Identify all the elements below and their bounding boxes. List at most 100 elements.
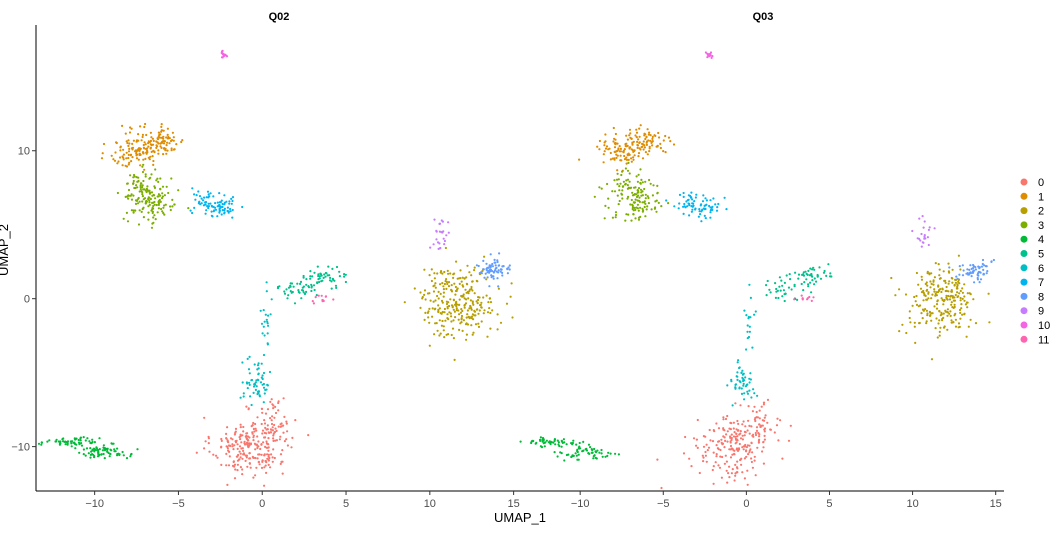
point-cluster-2 [489, 327, 492, 330]
point-cluster-5 [807, 283, 810, 286]
point-cluster-5 [783, 299, 786, 303]
point-cluster-6 [261, 374, 264, 377]
point-cluster-0 [731, 468, 734, 471]
point-cluster-1 [122, 153, 125, 156]
point-cluster-5 [801, 273, 804, 276]
point-cluster-0 [264, 412, 268, 415]
point-cluster-3 [627, 213, 630, 216]
point-cluster-1 [644, 151, 648, 154]
point-cluster-2 [441, 272, 444, 275]
point-cluster-3 [152, 216, 155, 219]
point-cluster-6 [263, 320, 266, 323]
point-cluster-8 [491, 265, 494, 268]
point-cluster-2 [439, 332, 442, 335]
point-cluster-4 [540, 446, 544, 449]
point-cluster-6 [736, 371, 739, 374]
point-cluster-8 [475, 264, 478, 267]
point-cluster-2 [925, 322, 928, 325]
point-cluster-4 [587, 443, 591, 446]
point-cluster-0 [751, 466, 755, 469]
point-cluster-7 [702, 194, 705, 197]
point-cluster-10 [225, 55, 229, 58]
point-cluster-0 [236, 455, 239, 458]
point-cluster-9 [923, 234, 926, 237]
point-cluster-2 [950, 303, 953, 306]
point-cluster-4 [574, 452, 577, 455]
point-cluster-2 [935, 303, 939, 306]
point-cluster-0 [235, 439, 238, 442]
point-cluster-0 [741, 423, 744, 426]
point-cluster-2 [957, 254, 961, 257]
point-cluster-2 [446, 282, 449, 286]
point-cluster-2 [431, 307, 434, 310]
point-cluster-8 [498, 252, 501, 255]
point-cluster-2 [440, 324, 443, 327]
point-cluster-0 [261, 432, 264, 435]
point-cluster-6 [747, 335, 751, 339]
point-cluster-2 [941, 298, 944, 302]
point-cluster-2 [950, 321, 953, 324]
point-cluster-2 [443, 307, 446, 311]
point-cluster-1 [615, 150, 618, 153]
point-cluster-5 [289, 290, 292, 293]
point-cluster-4 [557, 443, 560, 446]
point-cluster-2 [894, 294, 897, 297]
point-cluster-1 [102, 142, 106, 146]
point-cluster-4 [125, 457, 129, 460]
point-cluster-5 [810, 272, 813, 276]
point-cluster-2 [509, 295, 512, 298]
point-cluster-7 [715, 209, 719, 212]
point-cluster-2 [470, 308, 473, 311]
point-cluster-2 [919, 287, 923, 290]
point-cluster-2 [958, 325, 961, 328]
point-cluster-3 [640, 194, 643, 197]
point-cluster-7 [695, 193, 698, 196]
point-cluster-7 [705, 203, 708, 206]
point-cluster-1 [602, 153, 605, 156]
point-cluster-6 [256, 378, 259, 381]
point-cluster-2 [929, 286, 932, 289]
point-cluster-2 [479, 303, 482, 306]
point-cluster-2 [961, 291, 965, 294]
point-cluster-2 [940, 297, 943, 300]
point-cluster-1 [112, 158, 115, 161]
point-cluster-3 [639, 206, 642, 209]
point-cluster-2 [924, 294, 927, 297]
point-cluster-4 [588, 452, 591, 455]
point-cluster-5 [301, 286, 304, 289]
point-cluster-0 [742, 448, 745, 451]
point-cluster-0 [726, 481, 729, 484]
point-cluster-2 [461, 276, 464, 279]
point-cluster-0 [781, 457, 784, 460]
point-cluster-2 [452, 337, 455, 340]
point-cluster-1 [152, 159, 155, 163]
point-cluster-2 [510, 282, 513, 285]
point-cluster-0 [728, 448, 731, 451]
point-cluster-0 [283, 440, 286, 443]
point-cluster-0 [291, 436, 294, 439]
point-cluster-0 [275, 429, 278, 432]
point-cluster-3 [637, 187, 641, 190]
point-cluster-7 [214, 208, 218, 211]
point-cluster-2 [926, 312, 929, 315]
point-cluster-2 [466, 313, 469, 316]
point-cluster-1 [129, 126, 132, 129]
point-cluster-3 [138, 190, 141, 193]
point-cluster-0 [254, 422, 257, 426]
point-cluster-7 [716, 206, 719, 209]
point-cluster-1 [645, 143, 649, 146]
point-cluster-3 [159, 200, 162, 203]
point-cluster-3 [157, 199, 161, 203]
point-cluster-6 [241, 361, 244, 364]
point-cluster-5 [299, 280, 303, 283]
point-cluster-4 [91, 440, 94, 444]
legend-key-4 [1020, 235, 1028, 243]
point-cluster-3 [607, 197, 610, 200]
x-tick-label: −10 [571, 498, 590, 510]
point-cluster-3 [613, 190, 617, 193]
point-cluster-2 [472, 331, 475, 334]
point-cluster-2 [948, 280, 951, 283]
point-cluster-5 [822, 271, 826, 274]
point-cluster-2 [452, 276, 455, 279]
point-cluster-1 [159, 145, 162, 148]
